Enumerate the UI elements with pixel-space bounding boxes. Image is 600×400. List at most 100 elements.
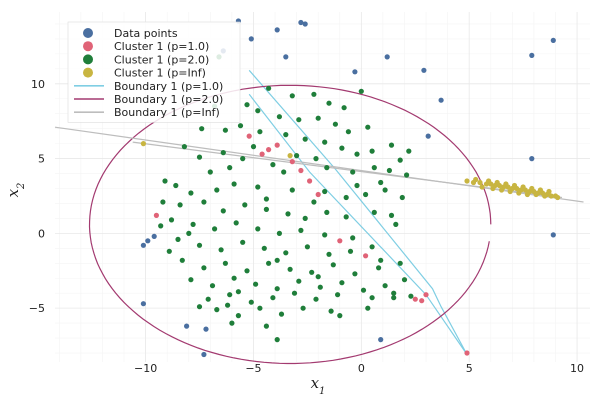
data-point: [181, 144, 187, 150]
data-point: [307, 178, 313, 184]
y-tick-label: 10: [31, 78, 45, 91]
data-point: [343, 214, 349, 220]
data-point: [240, 156, 246, 162]
data-point: [270, 162, 276, 168]
data-point: [140, 242, 146, 248]
data-point: [235, 313, 241, 319]
data-point: [537, 187, 544, 193]
data-point: [341, 105, 347, 111]
data-point: [257, 129, 263, 135]
legend-label: Cluster 1 (p=Inf): [114, 67, 206, 80]
data-point: [363, 253, 369, 259]
data-point: [231, 181, 237, 187]
data-point: [337, 313, 343, 319]
data-point: [140, 141, 146, 147]
y-tick-label: 5: [38, 153, 45, 166]
legend-box: [67, 21, 241, 123]
data-point: [369, 295, 375, 301]
data-point: [296, 117, 302, 123]
data-point: [516, 190, 522, 196]
data-point: [386, 167, 392, 174]
data-point: [283, 132, 289, 138]
data-point: [419, 298, 425, 304]
data-point: [555, 194, 561, 201]
data-point: [283, 250, 289, 256]
data-point: [347, 248, 354, 254]
data-point: [490, 185, 496, 192]
data-point: [529, 185, 535, 192]
data-point: [328, 308, 334, 314]
data-point: [237, 123, 244, 129]
data-point: [244, 268, 250, 274]
data-point: [246, 133, 252, 139]
data-point: [339, 280, 345, 286]
data-point: [212, 226, 218, 232]
data-point: [255, 108, 261, 114]
data-point: [322, 232, 328, 238]
data-point: [326, 251, 332, 257]
data-point: [184, 323, 190, 329]
data-point: [235, 289, 241, 295]
data-point: [283, 54, 289, 60]
data-point: [250, 144, 257, 150]
data-point: [464, 350, 470, 356]
data-point: [365, 124, 371, 130]
data-point: [313, 156, 319, 162]
data-point: [313, 296, 319, 302]
data-point: [397, 260, 403, 266]
data-point: [294, 153, 300, 159]
data-point: [201, 199, 207, 205]
boundary-circle: [88, 84, 492, 365]
data-point: [263, 323, 269, 329]
data-point: [231, 275, 237, 281]
data-point: [324, 209, 330, 215]
data-point: [196, 304, 203, 310]
data-point: [302, 21, 308, 27]
data-point: [298, 167, 304, 174]
data-point: [220, 208, 226, 214]
data-point: [324, 165, 330, 171]
data-point: [550, 232, 556, 238]
data-point: [244, 102, 250, 108]
data-point: [315, 191, 321, 198]
data-point: [533, 191, 539, 198]
data-point: [270, 295, 276, 301]
data-point: [352, 271, 358, 277]
data-point: [153, 212, 159, 218]
y-axis-label-base: x: [4, 188, 22, 197]
y-axis-label-sub: 2: [16, 183, 27, 190]
data-point: [162, 178, 168, 184]
data-point: [494, 179, 500, 186]
data-point: [352, 69, 358, 75]
data-point: [214, 307, 220, 313]
data-point: [242, 202, 248, 208]
data-point: [311, 199, 317, 205]
legend-marker: [83, 67, 93, 78]
data-point: [391, 295, 397, 301]
data-point: [188, 190, 194, 196]
data-point: [173, 182, 179, 189]
data-point: [274, 27, 280, 33]
data-point: [298, 19, 304, 26]
data-point: [175, 236, 181, 242]
data-point: [201, 351, 207, 358]
data-point: [360, 287, 367, 293]
data-point: [393, 221, 399, 227]
data-point: [287, 153, 293, 159]
data-point: [397, 157, 403, 163]
boundary-line: [248, 69, 468, 355]
x-axis-label-base: x: [311, 374, 320, 392]
data-point: [302, 215, 308, 221]
data-point: [205, 296, 211, 302]
data-point: [222, 127, 228, 133]
x-tick-label: 0: [358, 362, 365, 375]
x-tick-label: −10: [134, 362, 157, 375]
data-point: [257, 305, 263, 311]
legend-label: Boundary 1 (p=1.0): [114, 80, 223, 93]
data-point: [281, 169, 287, 175]
data-point: [388, 142, 395, 148]
data-point: [291, 290, 298, 296]
data-point: [177, 202, 183, 208]
legend-marker: [83, 28, 93, 38]
data-point: [160, 199, 166, 205]
